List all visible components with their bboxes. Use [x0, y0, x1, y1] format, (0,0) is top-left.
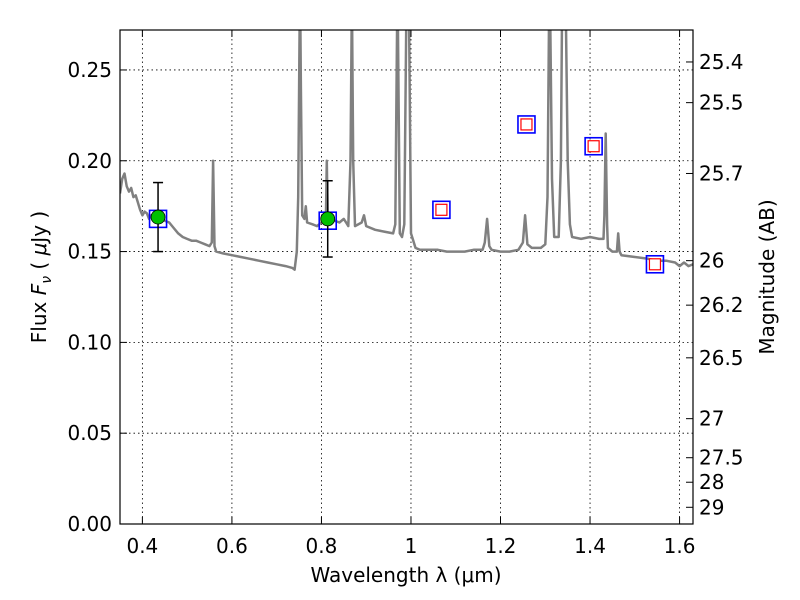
x-tick-label: 1.4 — [574, 534, 606, 558]
spectrum-line — [120, 30, 693, 271]
y-tick-label: 0.10 — [67, 330, 112, 354]
y2-tick-label: 28 — [699, 470, 724, 494]
model-open-marker — [648, 258, 662, 271]
x-tick-label: 1 — [405, 534, 418, 558]
y-tick-label: 0.05 — [67, 421, 112, 445]
y2-tick-label: 26 — [699, 249, 724, 273]
photometry-markers — [148, 115, 665, 274]
y-axis-label: Flux Fν ( μJy ) — [27, 211, 55, 343]
model-square-marker — [517, 115, 536, 134]
y2-tick-label: 26.2 — [699, 293, 744, 317]
x-tick-label: 1.6 — [664, 534, 696, 558]
model-open-marker — [435, 203, 448, 216]
y2-axis-label: Magnitude (AB) — [755, 199, 779, 354]
y2-tick-label: 29 — [699, 495, 724, 519]
y2-tick-label: 25.4 — [699, 50, 744, 74]
x-tick-label: 0.4 — [126, 534, 158, 558]
model-open-marker — [520, 118, 533, 131]
y-tick-label: 0.00 — [67, 512, 112, 536]
x-tick-label: 0.8 — [306, 534, 338, 558]
y2-tick-label: 25.5 — [699, 91, 744, 115]
y-tick-label: 0.20 — [67, 149, 112, 173]
plot-frame — [119, 29, 694, 525]
model-square-marker — [432, 200, 451, 220]
y-tick-label: 0.25 — [67, 58, 112, 82]
model-open-marker — [587, 140, 600, 153]
observed-point — [150, 209, 166, 225]
y2-tick-label: 27.5 — [699, 446, 744, 470]
model-square-marker — [645, 254, 665, 274]
axis-ticks: 0.4 0.6 0.8 1 1.2 1.4 1.6 0.00 0.05 0.10 0.15 0.20 0… — [67, 30, 744, 558]
y2-tick-label: 25.7 — [699, 161, 744, 185]
spectrum-series — [120, 30, 693, 271]
x-tick-label: 0.6 — [216, 534, 248, 558]
y2-tick-label: 26.5 — [699, 346, 744, 370]
y-tick-label: 0.15 — [67, 240, 112, 264]
observed-point — [320, 211, 336, 227]
y2-tick-label: 27 — [699, 407, 724, 431]
x-axis-label: Wavelength λ (μm) — [310, 563, 501, 587]
x-tick-label: 1.2 — [485, 534, 517, 558]
model-square-marker — [584, 136, 603, 156]
